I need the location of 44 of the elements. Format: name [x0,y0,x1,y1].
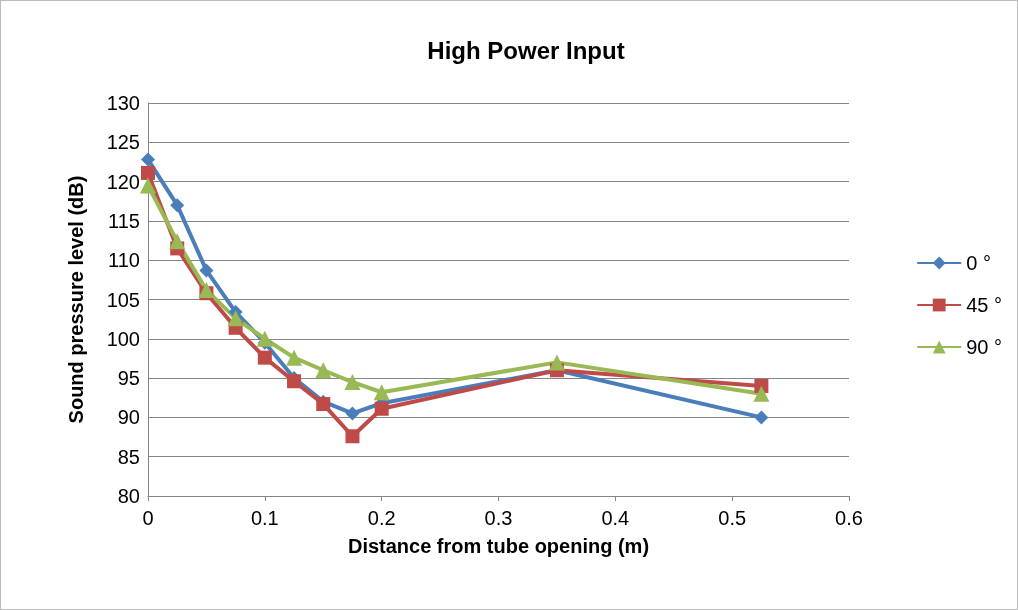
legend-label: 0 ° [966,252,991,274]
point [754,410,769,425]
x-tick-label: 0.4 [601,507,630,529]
point [198,282,215,299]
point [141,152,155,167]
point [374,401,389,416]
x-tick-label: 0.6 [835,507,863,529]
x-tick-label: 0.1 [250,507,279,529]
point [548,354,565,371]
y-tick-label: 115 [108,209,140,232]
legend-label: 45 ° [966,294,1003,316]
y-tick-label: 85 [117,445,140,468]
point [227,310,244,327]
x-axis-title: Distance from tube opening (m) [347,535,650,557]
x-tick-label: 0 [142,507,154,529]
y-tick-label: 105 [106,288,140,311]
point [345,406,360,421]
point [140,177,156,194]
y-tick-label: 80 [117,485,140,507]
point [170,198,185,213]
x-tick-label: 0.2 [367,507,396,529]
y-tick-label: 90 [117,406,140,429]
x-tick-label: 0.3 [484,507,513,529]
y-tick-label: 120 [106,170,140,193]
point [344,374,361,391]
point [286,349,303,366]
chart-title: High Power Input [427,36,625,64]
point [345,429,360,444]
y-tick-label: 110 [108,249,140,272]
y-tick-label: 125 [106,131,140,154]
point [199,263,214,278]
y-tick-label: 130 [106,92,140,114]
x-tick-label: 0.5 [718,507,747,529]
point [256,330,273,347]
y-tick-label: 95 [117,367,140,390]
legend-label: 90 ° [966,336,1003,358]
y-axis-title: Sound pressure level (dB) [65,175,87,424]
point [373,384,390,401]
point [257,350,272,365]
point [169,233,186,250]
y-tick-label: 100 [106,327,140,350]
point [315,362,332,379]
point [141,165,155,180]
point [753,385,770,402]
